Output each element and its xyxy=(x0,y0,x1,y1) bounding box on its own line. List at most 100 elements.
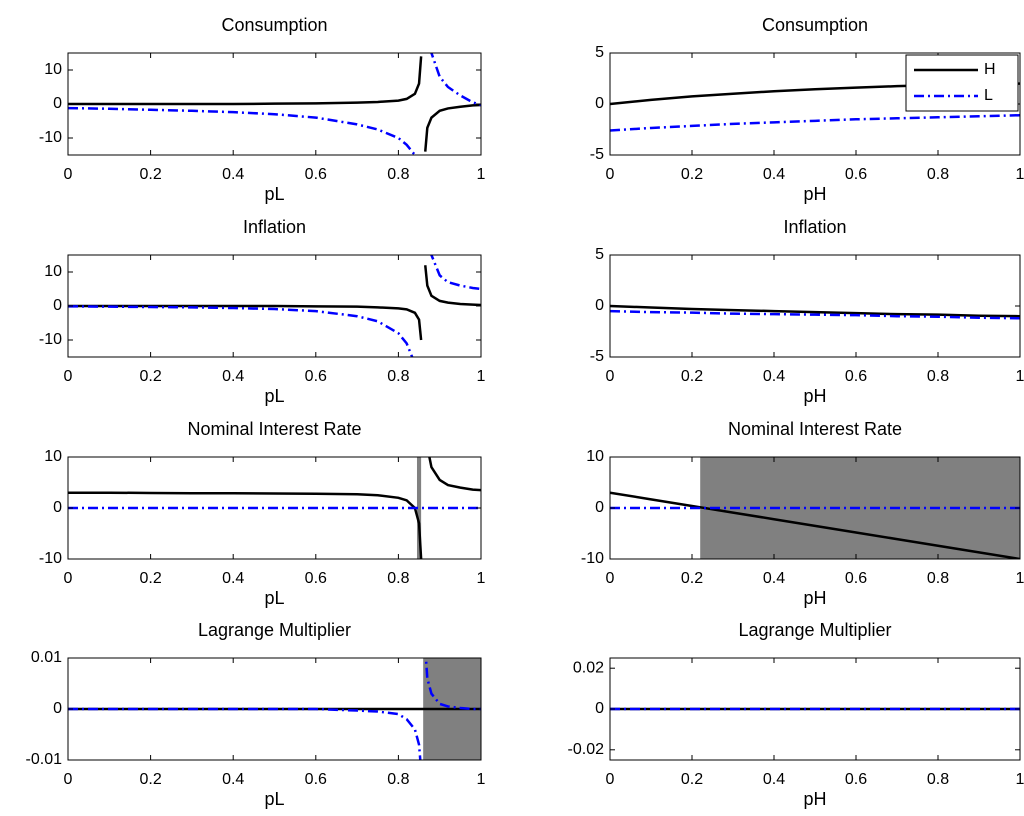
shaded-region xyxy=(416,457,422,559)
y-tick-label: 0 xyxy=(595,297,604,314)
chart-title: Inflation xyxy=(783,217,846,237)
series-line xyxy=(68,56,481,152)
y-tick-label: -0.01 xyxy=(26,751,63,768)
y-tick-label: 0 xyxy=(53,297,62,314)
x-tick-label: 0 xyxy=(606,771,615,788)
y-tick-label: -5 xyxy=(590,146,604,163)
x-tick-label: 0.4 xyxy=(222,368,244,385)
series-line xyxy=(68,265,481,341)
y-tick-label: 0 xyxy=(53,700,62,717)
y-tick-label: 0.02 xyxy=(573,659,604,676)
chart-title: Consumption xyxy=(762,15,868,35)
chart-title: Nominal Interest Rate xyxy=(187,419,361,439)
series-line xyxy=(610,491,1020,559)
x-axis-label: pH xyxy=(803,789,826,809)
x-tick-label: 0.2 xyxy=(681,570,703,587)
x-tick-label: 0.4 xyxy=(763,368,785,385)
series-line xyxy=(610,309,1020,320)
x-axis-label: pH xyxy=(803,386,826,406)
y-tick-label: 0 xyxy=(53,95,62,112)
legend: HL xyxy=(905,54,1019,112)
x-tick-label: 0 xyxy=(606,570,615,587)
y-tick-label: -5 xyxy=(590,348,604,365)
x-axis-label: pL xyxy=(264,588,284,608)
series-line xyxy=(68,53,481,155)
x-tick-label: 0.8 xyxy=(927,368,949,385)
series-line xyxy=(610,113,1020,132)
y-tick-label: 10 xyxy=(44,263,62,280)
y-tick-label: 0.01 xyxy=(31,649,62,666)
x-axis-label: pH xyxy=(803,588,826,608)
chart-title: Nominal Interest Rate xyxy=(728,419,902,439)
chart-title: Inflation xyxy=(243,217,306,237)
y-tick-label: -10 xyxy=(39,331,62,348)
y-tick-label: 10 xyxy=(44,448,62,465)
x-tick-label: 0.8 xyxy=(927,771,949,788)
x-tick-label: 0.8 xyxy=(387,166,409,183)
y-tick-label: 10 xyxy=(44,61,62,78)
x-tick-label: 0.6 xyxy=(845,771,867,788)
x-tick-label: 1 xyxy=(1016,771,1024,788)
x-tick-label: 0.6 xyxy=(305,166,327,183)
chart-title: Consumption xyxy=(221,15,327,35)
x-tick-label: 0.8 xyxy=(927,166,949,183)
series-line xyxy=(68,457,481,559)
subplot: Consumption pL 0 0.2 0.4 0.6 0.8 1 -10 0 10 xyxy=(39,15,486,204)
legend-box xyxy=(905,54,1019,112)
x-tick-label: 0.2 xyxy=(681,166,703,183)
x-tick-label: 0.4 xyxy=(222,570,244,587)
chart-title: Lagrange Multiplier xyxy=(738,620,891,640)
series-line xyxy=(610,304,1020,318)
x-tick-label: 0.4 xyxy=(222,166,244,183)
y-tick-label: -10 xyxy=(581,550,604,567)
chart-title: Lagrange Multiplier xyxy=(198,620,351,640)
x-tick-label: 0.8 xyxy=(387,771,409,788)
x-tick-label: 0 xyxy=(64,771,73,788)
subplot: Inflation pL 0 0.2 0.4 0.6 0.8 1 -10 0 10 xyxy=(39,217,486,406)
x-tick-label: 0.6 xyxy=(305,771,327,788)
y-tick-label: 0 xyxy=(595,499,604,516)
x-tick-label: 0.4 xyxy=(763,771,785,788)
y-tick-label: 5 xyxy=(595,246,604,263)
x-tick-label: 0.2 xyxy=(139,771,161,788)
x-tick-label: 0.2 xyxy=(139,166,161,183)
y-tick-label: -0.02 xyxy=(568,741,605,758)
y-tick-label: 0 xyxy=(595,95,604,112)
x-tick-label: 1 xyxy=(1016,166,1024,183)
subplot: Nominal Interest Rate pL 0 0.2 0.4 0.6 0.8 1 -10… xyxy=(39,419,486,608)
x-tick-label: 0 xyxy=(64,368,73,385)
x-tick-label: 0.6 xyxy=(305,570,327,587)
series-line xyxy=(68,255,481,357)
x-tick-label: 0.4 xyxy=(763,570,785,587)
series-line xyxy=(68,658,481,760)
x-tick-label: 0.2 xyxy=(139,368,161,385)
x-tick-label: 0 xyxy=(64,570,73,587)
x-tick-label: 0.6 xyxy=(845,368,867,385)
y-tick-label: 5 xyxy=(595,44,604,61)
axes-box xyxy=(609,254,1021,358)
legend-label: L xyxy=(984,87,993,104)
x-axis-label: pH xyxy=(803,184,826,204)
x-tick-label: 0.4 xyxy=(763,166,785,183)
x-tick-label: 0.2 xyxy=(681,368,703,385)
y-tick-label: 10 xyxy=(586,448,604,465)
x-tick-label: 1 xyxy=(1016,368,1024,385)
legend-label: H xyxy=(984,61,996,78)
subplot: Lagrange Multiplier pL 0 0.2 0.4 0.6 0.8 1 -0.01… xyxy=(26,620,486,809)
x-tick-label: 1 xyxy=(477,166,486,183)
x-tick-label: 1 xyxy=(477,368,486,385)
y-tick-label: 0 xyxy=(53,499,62,516)
x-tick-label: 1 xyxy=(477,771,486,788)
subplot: Lagrange Multiplier pH 0 0.2 0.4 0.6 0.8 1 -0.02… xyxy=(568,620,1024,809)
x-tick-label: 1 xyxy=(1016,570,1024,587)
x-tick-label: 0.8 xyxy=(927,570,949,587)
x-tick-label: 0.2 xyxy=(681,771,703,788)
y-tick-label: 0 xyxy=(595,700,604,717)
x-tick-label: 0.6 xyxy=(845,570,867,587)
x-tick-label: 0 xyxy=(606,368,615,385)
x-tick-label: 0.2 xyxy=(139,570,161,587)
x-tick-label: 0.8 xyxy=(387,368,409,385)
